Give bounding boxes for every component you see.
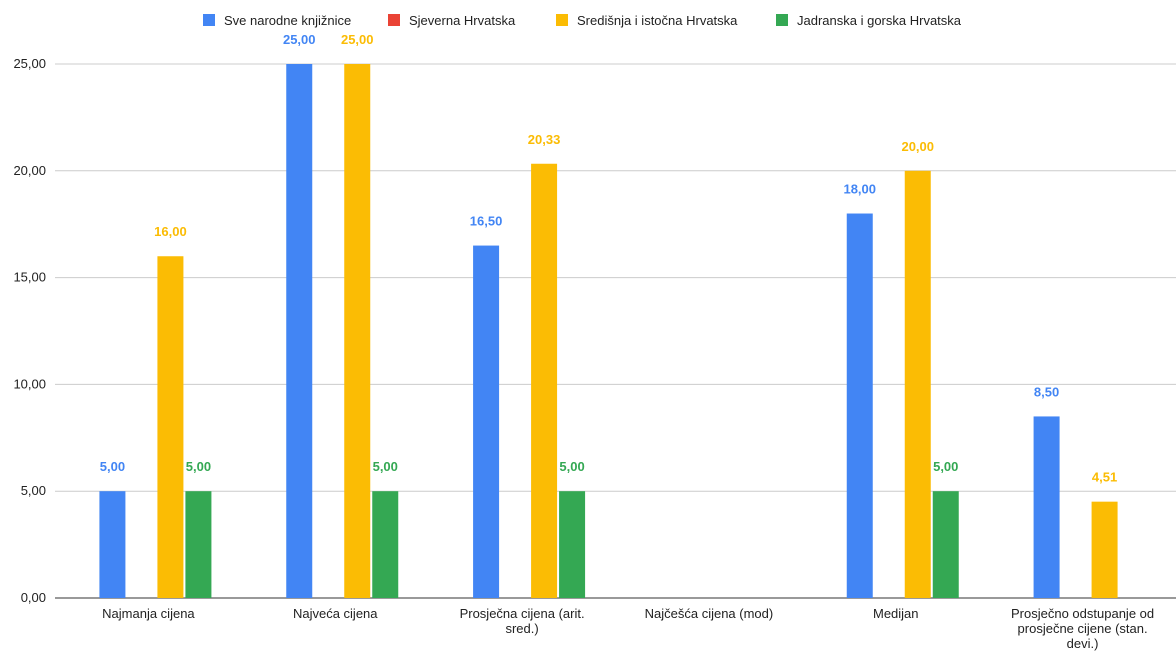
x-category-label: prosječne cijene (stan. bbox=[1018, 621, 1148, 636]
x-category-label: Medijan bbox=[873, 606, 919, 621]
bar bbox=[904, 170, 931, 599]
data-label: 8,50 bbox=[1034, 384, 1059, 399]
x-category-label: Prosječna cijena (arit. bbox=[460, 606, 585, 621]
data-label: 5,00 bbox=[186, 459, 211, 474]
data-label: 20,33 bbox=[528, 132, 561, 147]
bar bbox=[932, 491, 959, 598]
data-label: 5,00 bbox=[559, 459, 584, 474]
legend-label: Jadranska i gorska Hrvatska bbox=[797, 13, 962, 28]
x-category-label: Prosječno odstupanje od bbox=[1011, 606, 1154, 621]
data-label: 18,00 bbox=[843, 182, 876, 197]
y-tick-label: 20,00 bbox=[13, 163, 46, 178]
bars bbox=[99, 64, 1118, 599]
data-label: 16,00 bbox=[154, 224, 187, 239]
y-tick-label: 10,00 bbox=[13, 376, 46, 391]
data-label: 20,00 bbox=[901, 139, 934, 154]
bar bbox=[531, 163, 558, 598]
legend: Sve narodne knjižnice Sjeverna Hrvatska Sr… bbox=[203, 13, 962, 28]
data-labels: 5,00 16,00 5,00 25,00 25,00 5,00 16,50 20,33 5,0… bbox=[100, 32, 1117, 485]
legend-swatch bbox=[203, 14, 215, 26]
bar bbox=[286, 64, 313, 598]
x-category-label: Najčešća cijena (mod) bbox=[645, 606, 774, 621]
bar bbox=[372, 491, 399, 598]
bar bbox=[1033, 416, 1060, 598]
bar bbox=[846, 213, 873, 598]
legend-swatch bbox=[388, 14, 400, 26]
data-label: 25,00 bbox=[283, 32, 316, 47]
bar bbox=[185, 491, 212, 598]
data-label: 4,51 bbox=[1092, 470, 1117, 485]
y-tick-label: 5,00 bbox=[21, 483, 46, 498]
data-label: 25,00 bbox=[341, 32, 374, 47]
y-tick-label: 25,00 bbox=[13, 56, 46, 71]
data-label: 5,00 bbox=[100, 459, 125, 474]
x-category-label: sred.) bbox=[505, 621, 538, 636]
legend-swatch bbox=[556, 14, 568, 26]
data-label: 16,50 bbox=[470, 214, 503, 229]
legend-label: Sjeverna Hrvatska bbox=[409, 13, 516, 28]
x-category-label: Najveća cijena bbox=[293, 606, 378, 621]
y-tick-label: 0,00 bbox=[21, 590, 46, 605]
legend-swatch bbox=[776, 14, 788, 26]
data-label: 5,00 bbox=[373, 459, 398, 474]
gridlines bbox=[55, 63, 1176, 599]
bar bbox=[157, 256, 184, 598]
bar bbox=[99, 491, 126, 598]
x-axis-categories: Najmanja cijena Najveća cijena Prosječna c… bbox=[102, 606, 1154, 651]
y-axis-ticks: 0,00 5,00 10,00 15,00 20,00 25,00 bbox=[13, 56, 46, 605]
legend-label: Središnja i istočna Hrvatska bbox=[577, 13, 738, 28]
bar bbox=[559, 491, 586, 598]
legend-label: Sve narodne knjižnice bbox=[224, 13, 351, 28]
x-category-label: Najmanja cijena bbox=[102, 606, 195, 621]
bar bbox=[473, 245, 500, 598]
x-category-label: devi.) bbox=[1067, 636, 1099, 651]
bar bbox=[1091, 501, 1118, 598]
y-tick-label: 15,00 bbox=[13, 270, 46, 285]
bar bbox=[344, 64, 371, 598]
data-label: 5,00 bbox=[933, 459, 958, 474]
